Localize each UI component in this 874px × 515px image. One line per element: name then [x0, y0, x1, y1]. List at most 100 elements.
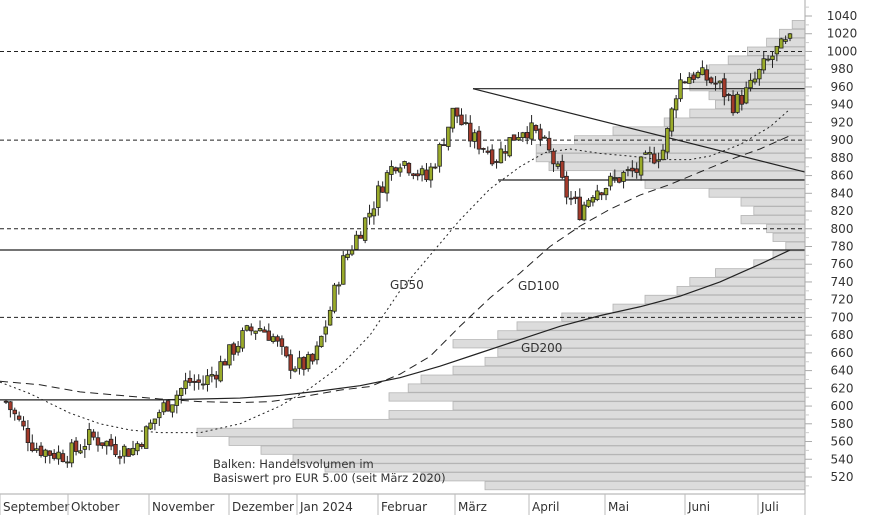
- volume-bar: [740, 197, 806, 207]
- volume-bar: [452, 365, 806, 375]
- candle-up: [643, 152, 648, 155]
- candle-down: [476, 130, 482, 150]
- candle-up: [516, 137, 521, 141]
- volume-bar: [548, 161, 806, 172]
- candle-down: [503, 151, 508, 154]
- candle-up: [367, 212, 372, 218]
- y-tick-label: 520: [831, 470, 854, 484]
- candle-up: [82, 446, 88, 450]
- candle-down: [441, 144, 447, 147]
- y-axis-ticks: 1040 1020 1000 980 960 940 920 900 880 860 840 820 8…: [805, 6, 858, 487]
- candle-down: [266, 330, 271, 341]
- volume-bar: [388, 410, 806, 420]
- candlesticks: [3, 32, 793, 468]
- gd200-label: GD200: [521, 341, 562, 355]
- candle-down: [739, 94, 745, 105]
- candle-down: [406, 162, 412, 174]
- candle-down: [560, 160, 565, 178]
- volume-bar: [292, 418, 806, 429]
- candle-down: [16, 415, 22, 420]
- x-tick-label: Februar: [381, 500, 427, 514]
- candle-down: [25, 428, 31, 444]
- candle-up: [428, 166, 434, 181]
- y-tick-label: 860: [831, 169, 854, 183]
- y-tick-label: 940: [831, 98, 854, 112]
- y-tick-label: 1000: [827, 44, 858, 58]
- volume-bar: [484, 481, 806, 491]
- candle-up: [744, 87, 749, 104]
- candle-down: [691, 74, 696, 80]
- candle-up: [200, 383, 206, 386]
- candle-down: [38, 445, 44, 456]
- candle-up: [319, 335, 324, 347]
- x-tick-label: April: [532, 500, 559, 514]
- candle-down: [73, 440, 79, 452]
- candle-up: [520, 132, 526, 138]
- candle-down: [262, 329, 267, 333]
- candle-down: [60, 453, 66, 463]
- candle-up: [270, 336, 276, 342]
- candle-down: [310, 353, 315, 362]
- candle-down: [12, 409, 17, 415]
- candle-down: [415, 173, 420, 177]
- candle-down: [481, 148, 486, 150]
- y-tick-label: 660: [831, 346, 854, 360]
- moving-average-lines: [0, 108, 791, 434]
- candle-up: [244, 325, 250, 331]
- candle-down: [708, 77, 714, 84]
- candle-down: [538, 128, 543, 140]
- candle-down: [284, 346, 289, 357]
- gd100-line: [0, 135, 791, 404]
- y-tick-label: 540: [831, 452, 854, 466]
- candle-up: [608, 175, 613, 187]
- candle-down: [113, 444, 118, 456]
- descending-trend-line: [472, 88, 806, 173]
- y-tick-label: 920: [831, 115, 854, 129]
- y-tick-label: 780: [831, 239, 854, 253]
- candle-down: [393, 167, 399, 172]
- candle-down: [8, 401, 13, 411]
- candle-up: [603, 188, 609, 196]
- x-tick-label: Juli: [760, 500, 779, 514]
- gd50-line: [0, 108, 791, 434]
- candle-down: [139, 444, 144, 447]
- volume-bar: [535, 153, 806, 163]
- candle-up: [612, 177, 618, 179]
- volume-bar: [484, 356, 806, 367]
- volume-bar: [260, 445, 806, 455]
- candle-down: [730, 94, 736, 114]
- y-tick-label: 700: [831, 310, 854, 324]
- candle-up: [135, 443, 140, 452]
- y-tick-label: 720: [831, 293, 854, 307]
- y-tick-label: 820: [831, 204, 854, 218]
- candle-down: [616, 177, 622, 183]
- volume-note-line2: Basiswert pro EUR 5.00 (seit März 2020): [213, 471, 446, 485]
- candle-down: [573, 196, 578, 200]
- candle-down: [275, 336, 280, 342]
- candle-down: [231, 343, 236, 355]
- volume-bar: [772, 232, 806, 242]
- candle-down: [108, 438, 114, 447]
- candle-down: [630, 167, 635, 172]
- volume-bar: [663, 117, 806, 127]
- x-tick-label: März: [458, 500, 487, 514]
- candle-up: [170, 404, 175, 413]
- candle-up: [638, 156, 644, 176]
- volume-note-line1: Balken: Handelsvolumen im: [213, 457, 374, 471]
- volume-bar: [420, 374, 806, 384]
- candle-down: [126, 448, 131, 457]
- x-axis-ticks: September Oktober November Dezember Jan 2024…: [0, 494, 806, 515]
- y-tick-label: 1040: [827, 9, 858, 23]
- candle-up: [235, 345, 241, 353]
- candle-up: [336, 284, 342, 287]
- candle-up: [345, 253, 350, 258]
- candle-down: [454, 107, 460, 117]
- y-tick-label: 900: [831, 133, 854, 147]
- candle-up: [419, 168, 425, 176]
- candle-up: [673, 98, 679, 111]
- candle-down: [192, 380, 197, 383]
- candle-up: [152, 418, 158, 424]
- volume-bar: [708, 188, 806, 198]
- gd50-label: GD50: [390, 278, 424, 292]
- candle-up: [472, 132, 477, 142]
